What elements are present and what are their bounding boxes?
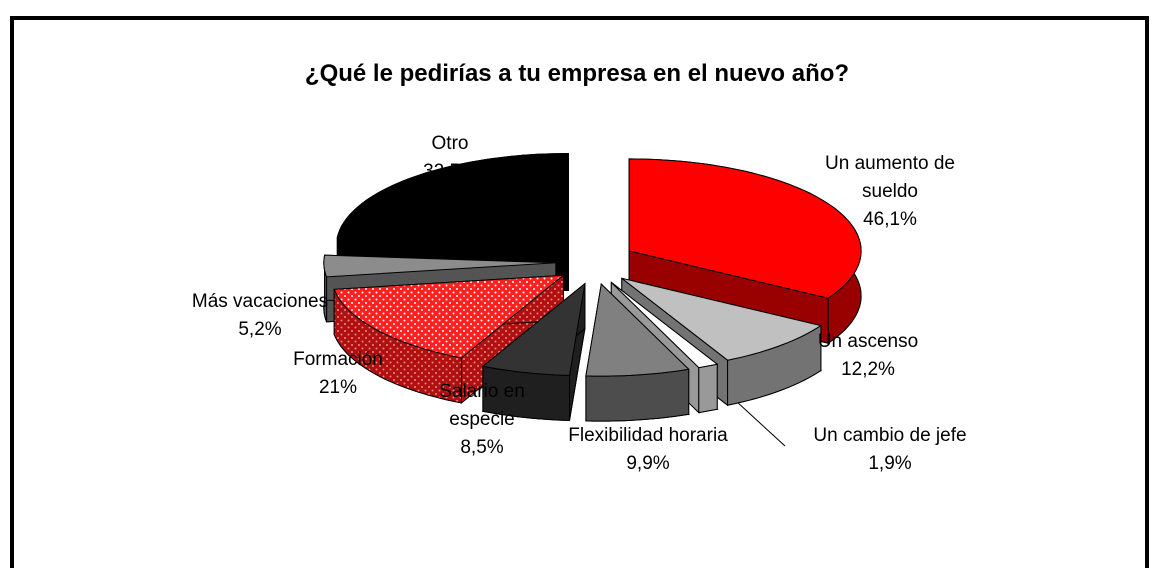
- pie-slice: [481, 282, 586, 376]
- category-label: Flexibilidad horaria: [568, 425, 728, 446]
- pie-slice: [628, 158, 862, 299]
- slice-label: Formación 21%: [258, 346, 418, 402]
- slice-label: Más vacaciones 5,2%: [160, 288, 360, 344]
- slice-label: Salario en especie 8,5%: [422, 378, 542, 462]
- slice-label: Un ascenso 12,2%: [768, 328, 968, 384]
- slice-label: Un aumento de sueldo 46,1%: [805, 150, 975, 234]
- category-label: Salario en especie: [439, 381, 525, 430]
- category-label: Un cambio de jefe: [813, 425, 967, 446]
- value-label: 12,2%: [841, 359, 895, 380]
- category-label: Otro: [431, 133, 469, 154]
- slice-label: Un cambio de jefe 1,9%: [770, 422, 1010, 478]
- category-label: Un ascenso: [817, 331, 919, 352]
- slice-rim: [698, 363, 718, 414]
- value-label: 9,9%: [626, 453, 670, 474]
- slice-label: Otro 32,5%: [390, 130, 510, 186]
- chart-title: ¿Qué le pedirías a tu empresa en el nuev…: [304, 60, 850, 87]
- pie-slice: [333, 274, 565, 359]
- pie-slice-group: [628, 158, 862, 345]
- pie-slice: [610, 282, 719, 369]
- value-label: 5,2%: [238, 319, 282, 340]
- pie-slice: [621, 277, 823, 361]
- category-label: Más vacaciones: [191, 291, 329, 312]
- slice-rim: [585, 368, 690, 422]
- pie-slice: [323, 254, 556, 278]
- value-label: 1,9%: [868, 453, 912, 474]
- pie-slice: [585, 283, 690, 377]
- value-label: 32,5%: [423, 161, 477, 182]
- pie-slice: [336, 152, 569, 247]
- value-label: 8,5%: [460, 437, 504, 458]
- category-label: Un aumento de sueldo: [825, 153, 955, 202]
- pie-slice-group: [585, 282, 690, 422]
- slice-label: Flexibilidad horaria 9,9%: [528, 422, 768, 478]
- category-label: Formación: [293, 349, 383, 370]
- pie-slice-group: [481, 282, 586, 421]
- value-label: 46,1%: [863, 209, 917, 230]
- value-label: 21%: [318, 377, 358, 398]
